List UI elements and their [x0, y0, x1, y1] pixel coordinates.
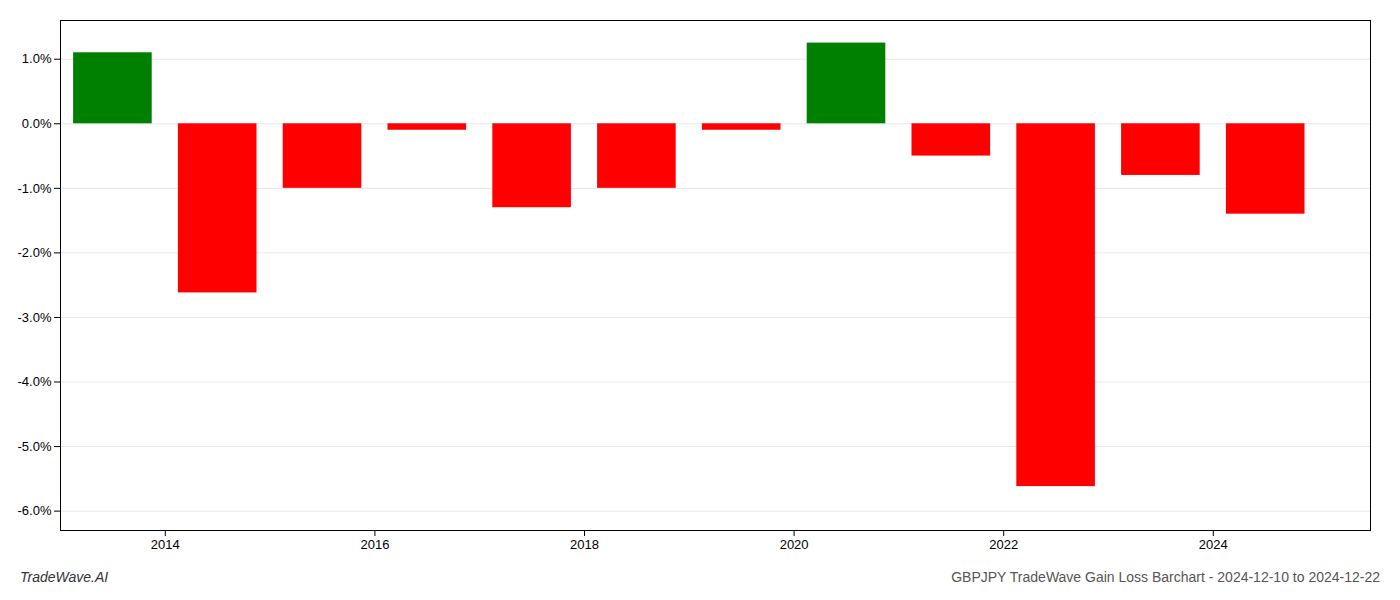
html-text:TradeWave.AI: TradeWave.AI [20, 569, 109, 585]
html-text:GBPJPY TradeWave Gain Loss Bar: GBPJPY TradeWave Gain Loss Barchart - 20… [951, 569, 1380, 585]
svg-text:2024: 2024 [1199, 537, 1228, 552]
svg-text:1.0%: 1.0% [22, 51, 52, 66]
svg-text:2016: 2016 [360, 537, 389, 552]
svg-text:-5.0%: -5.0% [18, 439, 52, 454]
svg-text:-3.0%: -3.0% [18, 310, 52, 325]
svg-text:-4.0%: -4.0% [18, 374, 52, 389]
svg-text:2014: 2014 [151, 537, 180, 552]
svg-text:-6.0%: -6.0% [18, 503, 52, 518]
svg-text:2020: 2020 [780, 537, 809, 552]
svg-text:-2.0%: -2.0% [18, 245, 52, 260]
svg-text:0.0%: 0.0% [22, 116, 52, 131]
svg-text:2018: 2018 [570, 537, 599, 552]
svg-text:-1.0%: -1.0% [18, 181, 52, 196]
svg-text:2022: 2022 [989, 537, 1018, 552]
